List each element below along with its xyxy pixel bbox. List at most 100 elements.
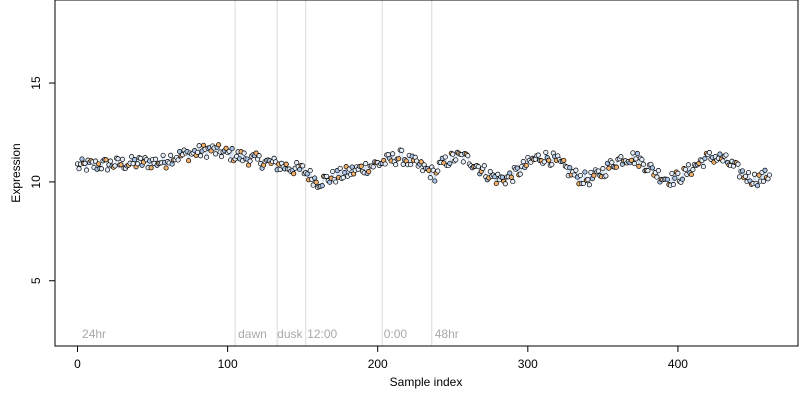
- data-point: [736, 174, 743, 180]
- data-point: [609, 159, 615, 166]
- data-point: [118, 162, 124, 168]
- data-point: [340, 175, 346, 181]
- data-point: [706, 150, 712, 156]
- data-point: [163, 165, 169, 171]
- data-point: [760, 178, 767, 184]
- y-axis: 5 10 15: [29, 76, 55, 284]
- data-point: [742, 173, 749, 179]
- data-point: [487, 169, 493, 175]
- data-point: [582, 169, 588, 175]
- data-point: [453, 157, 459, 163]
- data-point: [606, 165, 612, 171]
- data-point: [690, 167, 696, 173]
- data-point: [229, 146, 235, 152]
- data-point: [103, 157, 109, 163]
- data-point: [370, 164, 376, 170]
- data-point: [204, 154, 210, 160]
- data-point: [670, 182, 676, 188]
- y-tick-label: 5: [29, 277, 43, 284]
- data-point: [720, 158, 726, 164]
- x-tick-label: 400: [668, 357, 688, 371]
- x-tick-label: 200: [368, 357, 388, 371]
- data-point: [324, 173, 330, 179]
- data-point: [186, 158, 192, 164]
- y-axis-label: Expression: [9, 143, 23, 202]
- data-point: [223, 145, 229, 151]
- data-point: [520, 159, 526, 165]
- data-point: [138, 155, 144, 161]
- data-point: [319, 183, 325, 189]
- data-point: [700, 164, 706, 170]
- data-point: [535, 152, 541, 158]
- data-point: [399, 147, 405, 153]
- data-point: [751, 171, 758, 177]
- annotation-label: 12:00: [307, 327, 337, 341]
- y-tick-label: 15: [29, 76, 43, 90]
- data-point: [499, 174, 505, 180]
- data-point: [654, 174, 660, 180]
- annotation-label: 24hr: [82, 327, 106, 341]
- data-point: [390, 151, 396, 157]
- data-point: [304, 171, 310, 177]
- data-point: [717, 151, 723, 157]
- data-point: [312, 175, 318, 181]
- data-point: [754, 183, 761, 189]
- data-point: [300, 163, 306, 169]
- data-point: [664, 176, 670, 183]
- data-point: [83, 167, 90, 173]
- data-point: [588, 169, 594, 175]
- data-point: [669, 170, 675, 176]
- data-point: [517, 171, 523, 177]
- data-point: [195, 149, 201, 155]
- x-tick-label: 0: [74, 357, 81, 371]
- data-point: [633, 156, 639, 162]
- data-point: [291, 171, 297, 177]
- data-point: [196, 143, 202, 149]
- x-tick-label: 100: [218, 357, 238, 371]
- data-point: [613, 164, 619, 170]
- data-point: [160, 152, 166, 158]
- data-point: [95, 161, 102, 167]
- timepoint-annotations: 24hr dawn dusk 12:00 0:00 48hr: [82, 327, 459, 341]
- data-point: [577, 172, 583, 179]
- data-point: [675, 170, 681, 176]
- data-point: [543, 149, 549, 155]
- data-point: [208, 148, 214, 154]
- data-point: [595, 168, 601, 174]
- data-point: [585, 177, 591, 183]
- data-point: [115, 156, 121, 162]
- data-point: [330, 168, 336, 175]
- data-point: [762, 167, 768, 173]
- data-point: [393, 162, 399, 168]
- data-point: [219, 154, 225, 160]
- data-point: [628, 157, 634, 163]
- data-point: [618, 154, 624, 160]
- data-point: [603, 173, 609, 179]
- x-tick-label: 300: [518, 357, 538, 371]
- data-point: [432, 178, 438, 184]
- data-point: [333, 179, 339, 185]
- data-point: [640, 161, 646, 167]
- data-point: [447, 160, 453, 166]
- data-point: [645, 168, 651, 174]
- data-point: [168, 152, 174, 158]
- data-point: [247, 158, 253, 164]
- data-point: [119, 156, 126, 162]
- data-point: [510, 179, 516, 185]
- data-point: [631, 161, 637, 167]
- data-point: [541, 159, 547, 165]
- data-point: [586, 182, 592, 188]
- data-point: [766, 172, 773, 178]
- data-point: [241, 150, 247, 156]
- data-point: [112, 163, 118, 169]
- data-point: [169, 161, 175, 167]
- data-point: [366, 169, 372, 175]
- data-point: [685, 162, 691, 168]
- data-point: [107, 158, 114, 164]
- data-point: [507, 170, 513, 176]
- data-point: [460, 159, 466, 165]
- data-point: [313, 179, 319, 185]
- data-point: [655, 168, 661, 174]
- data-point: [427, 175, 433, 181]
